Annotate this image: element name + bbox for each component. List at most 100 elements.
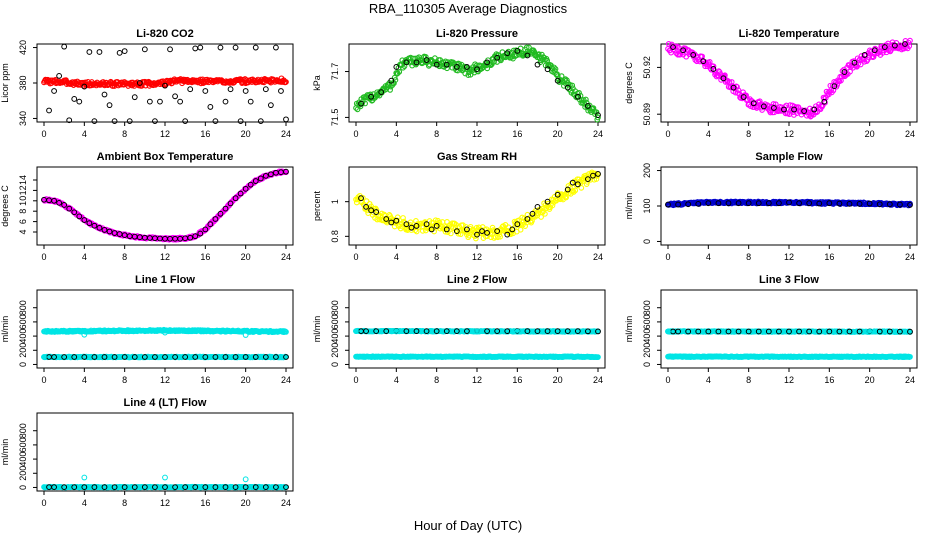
data-point bbox=[413, 228, 420, 235]
data-point bbox=[816, 200, 823, 207]
data-point bbox=[563, 194, 569, 201]
data-point bbox=[278, 88, 284, 94]
series-all-samples bbox=[41, 75, 289, 89]
y-tick-label: 200 bbox=[18, 466, 28, 481]
data-point bbox=[484, 59, 490, 66]
data-point bbox=[551, 64, 557, 71]
data-point bbox=[433, 223, 440, 229]
y-tick-label: 800 bbox=[18, 300, 28, 315]
data-point bbox=[710, 66, 717, 72]
data-point bbox=[690, 52, 697, 58]
data-point bbox=[56, 73, 63, 79]
data-point bbox=[157, 98, 163, 105]
x-tick-label: 4 bbox=[706, 129, 711, 139]
x-tick-label: 16 bbox=[512, 252, 522, 262]
data-point bbox=[564, 84, 571, 91]
x-tick-label: 16 bbox=[512, 375, 522, 385]
data-point bbox=[509, 226, 516, 233]
data-point bbox=[267, 171, 274, 178]
data-point bbox=[811, 106, 818, 113]
data-point bbox=[252, 44, 259, 51]
data-point bbox=[61, 202, 68, 208]
series-all-samples bbox=[41, 168, 289, 243]
series-all-samples bbox=[353, 169, 601, 242]
data-point bbox=[172, 354, 178, 360]
data-point bbox=[730, 84, 737, 91]
data-point bbox=[207, 104, 214, 110]
data-point bbox=[897, 201, 903, 208]
data-point bbox=[574, 181, 581, 188]
data-point bbox=[273, 354, 279, 360]
series-all-samples bbox=[665, 37, 913, 120]
data-point bbox=[111, 118, 118, 125]
data-point bbox=[262, 354, 269, 360]
data-point bbox=[675, 44, 682, 51]
data-point bbox=[76, 98, 83, 105]
x-tick-label: 0 bbox=[41, 498, 46, 508]
y-tick-label: 0 bbox=[642, 362, 652, 367]
x-tick-label: 16 bbox=[824, 129, 834, 139]
data-point bbox=[167, 46, 173, 53]
data-point bbox=[96, 224, 103, 231]
data-point bbox=[217, 210, 224, 217]
x-tick-label: 12 bbox=[160, 498, 170, 508]
data-point bbox=[876, 201, 883, 208]
data-point bbox=[51, 197, 57, 204]
data-point bbox=[182, 118, 189, 125]
series-hourly-averages bbox=[358, 47, 601, 119]
data-point bbox=[239, 80, 245, 87]
data-point bbox=[907, 202, 913, 208]
data-point bbox=[756, 98, 763, 105]
data-point bbox=[505, 48, 512, 55]
data-point bbox=[101, 354, 108, 360]
y-axis-label: degrees C bbox=[0, 185, 10, 227]
data-point bbox=[197, 44, 204, 51]
y-tick-label: 71.7 bbox=[330, 63, 340, 81]
data-point bbox=[583, 96, 589, 103]
x-tick-label: 4 bbox=[706, 252, 711, 262]
data-point bbox=[821, 98, 828, 105]
x-tick-label: 16 bbox=[200, 498, 210, 508]
data-point bbox=[765, 200, 772, 207]
series-all-samples bbox=[353, 44, 601, 123]
data-point bbox=[841, 69, 848, 75]
data-point bbox=[162, 82, 168, 89]
data-point bbox=[781, 106, 787, 113]
x-tick-label: 4 bbox=[394, 252, 399, 262]
y-tick-label: 200 bbox=[18, 343, 28, 358]
series-all-samples bbox=[41, 483, 289, 491]
series-hourly-averages bbox=[665, 199, 913, 208]
data-point bbox=[514, 47, 521, 54]
series-hourly-averages bbox=[41, 168, 289, 242]
data-point bbox=[400, 215, 406, 221]
y-axis-label: degrees C bbox=[624, 62, 634, 104]
data-point bbox=[192, 354, 199, 360]
panel-title: Ambient Box Temperature bbox=[97, 151, 234, 163]
y-tick-label: 12 bbox=[18, 185, 28, 195]
data-point bbox=[111, 354, 118, 360]
data-point bbox=[534, 203, 541, 210]
y-tick-label: 50.92 bbox=[642, 56, 652, 79]
data-point bbox=[121, 48, 128, 54]
y-axis-label: ml/min bbox=[0, 439, 10, 466]
data-point bbox=[357, 103, 364, 110]
x-tick-label: 0 bbox=[353, 375, 358, 385]
x-tick-label: 4 bbox=[394, 375, 399, 385]
series-high-flow bbox=[41, 326, 289, 336]
y-tick-label: 200 bbox=[330, 343, 340, 358]
data-point bbox=[152, 354, 158, 360]
data-point bbox=[116, 49, 123, 56]
data-point bbox=[538, 214, 544, 220]
data-point bbox=[474, 66, 480, 73]
data-point bbox=[473, 235, 479, 242]
x-tick-label: 20 bbox=[553, 129, 563, 139]
y-tick-label: 0.8 bbox=[330, 230, 340, 243]
data-point bbox=[192, 233, 199, 240]
panel-title: Line 4 (LT) Flow bbox=[124, 397, 207, 409]
data-point bbox=[394, 214, 401, 221]
y-tick-label: 400 bbox=[18, 329, 28, 344]
data-point bbox=[715, 68, 722, 74]
